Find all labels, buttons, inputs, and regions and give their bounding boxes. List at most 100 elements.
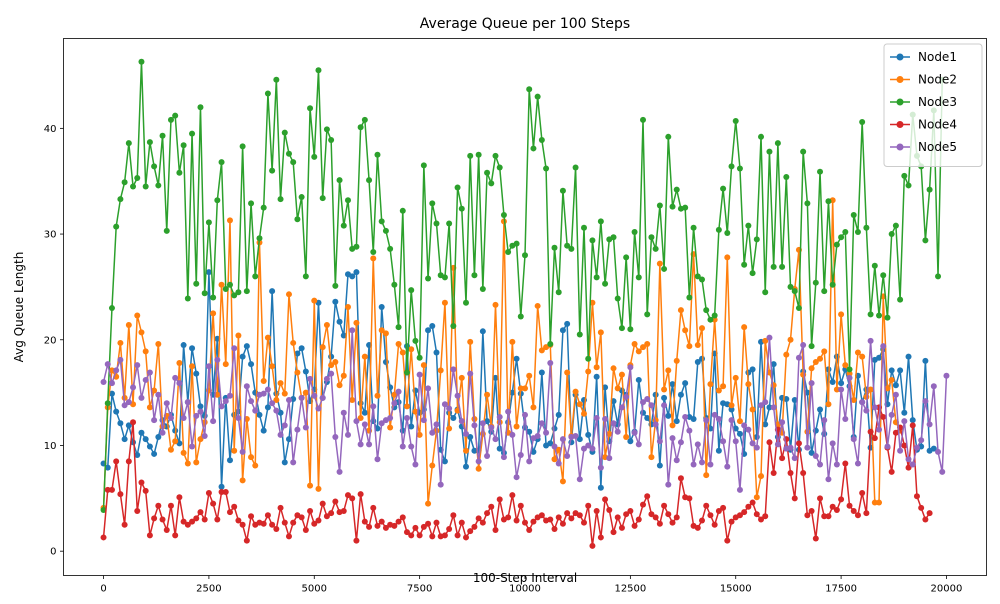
data-point bbox=[648, 402, 655, 409]
data-point bbox=[113, 458, 120, 465]
data-point bbox=[614, 295, 621, 302]
data-point bbox=[901, 418, 908, 425]
data-point bbox=[673, 514, 680, 521]
data-point bbox=[403, 403, 410, 410]
data-point bbox=[808, 508, 815, 515]
legend-item-node5: Node5 bbox=[890, 140, 957, 154]
data-point bbox=[732, 117, 739, 124]
data-point bbox=[513, 474, 520, 481]
data-point bbox=[387, 424, 394, 431]
data-point bbox=[391, 281, 398, 288]
data-point bbox=[361, 353, 368, 360]
data-point bbox=[926, 186, 933, 193]
data-point bbox=[197, 104, 204, 111]
data-point bbox=[871, 262, 878, 269]
data-point bbox=[766, 334, 773, 341]
data-point bbox=[593, 508, 600, 515]
data-point bbox=[686, 427, 693, 434]
data-point bbox=[669, 519, 676, 526]
data-point bbox=[939, 468, 946, 475]
data-point bbox=[585, 502, 592, 509]
data-point bbox=[441, 458, 448, 465]
data-point bbox=[597, 464, 604, 471]
data-point bbox=[635, 516, 642, 523]
data-point bbox=[163, 400, 170, 407]
data-point bbox=[290, 159, 297, 166]
data-point bbox=[146, 404, 153, 411]
data-point bbox=[842, 228, 849, 235]
data-point bbox=[736, 512, 743, 519]
data-point bbox=[412, 337, 419, 344]
data-point bbox=[850, 212, 857, 219]
data-point bbox=[222, 398, 229, 405]
data-point bbox=[475, 458, 482, 465]
data-point bbox=[269, 167, 276, 174]
data-point bbox=[661, 265, 668, 272]
data-point bbox=[264, 404, 271, 411]
data-point bbox=[340, 372, 347, 379]
data-point bbox=[256, 411, 263, 418]
data-point bbox=[593, 274, 600, 281]
data-point bbox=[155, 341, 162, 347]
data-point bbox=[513, 423, 520, 430]
data-point bbox=[888, 367, 895, 374]
data-point bbox=[699, 517, 706, 524]
data-point bbox=[741, 509, 748, 516]
data-point bbox=[606, 430, 613, 437]
data-point bbox=[905, 464, 912, 471]
data-point bbox=[522, 411, 528, 418]
data-point bbox=[576, 476, 583, 483]
data-point bbox=[749, 406, 756, 413]
x-tick-label: 10000 bbox=[509, 584, 541, 595]
data-point bbox=[201, 432, 208, 439]
data-point bbox=[686, 495, 693, 502]
data-point bbox=[323, 513, 330, 520]
data-point bbox=[585, 442, 592, 449]
data-point bbox=[526, 458, 533, 465]
axes-frame bbox=[63, 38, 987, 576]
data-point bbox=[922, 516, 929, 523]
data-point bbox=[791, 397, 798, 404]
data-point bbox=[294, 350, 301, 357]
data-point bbox=[138, 58, 145, 65]
data-point bbox=[829, 281, 836, 288]
data-point bbox=[108, 380, 115, 387]
data-point bbox=[673, 357, 680, 364]
data-point bbox=[323, 126, 330, 133]
data-point bbox=[774, 140, 781, 147]
data-point bbox=[315, 405, 322, 412]
data-point bbox=[205, 490, 212, 497]
data-point bbox=[492, 374, 499, 381]
data-point bbox=[585, 431, 592, 438]
data-point bbox=[218, 488, 225, 495]
data-point bbox=[214, 197, 221, 204]
data-point bbox=[926, 421, 933, 428]
data-point bbox=[239, 353, 246, 360]
data-point bbox=[243, 537, 250, 544]
data-point bbox=[581, 519, 587, 526]
data-point bbox=[774, 441, 781, 448]
data-point bbox=[838, 496, 845, 503]
data-point bbox=[648, 234, 655, 241]
data-point bbox=[918, 504, 925, 511]
data-point bbox=[699, 459, 706, 466]
data-point bbox=[829, 503, 836, 510]
data-point bbox=[888, 468, 895, 475]
data-point bbox=[517, 502, 524, 509]
data-point bbox=[640, 501, 647, 508]
data-point bbox=[880, 343, 887, 350]
data-point bbox=[707, 381, 714, 388]
legend-label: Node5 bbox=[918, 140, 957, 154]
data-point bbox=[311, 520, 318, 527]
data-point bbox=[623, 434, 630, 441]
data-point bbox=[699, 276, 706, 283]
data-point bbox=[930, 383, 937, 390]
data-point bbox=[656, 438, 663, 445]
data-point bbox=[530, 145, 537, 152]
data-point bbox=[488, 424, 495, 431]
data-point bbox=[357, 491, 364, 498]
data-point bbox=[420, 523, 427, 530]
data-point bbox=[163, 227, 170, 234]
data-point bbox=[264, 90, 271, 97]
